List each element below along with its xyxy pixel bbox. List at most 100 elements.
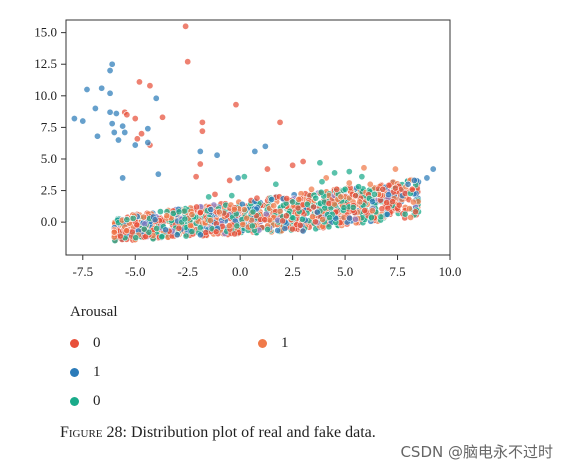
scatter-point	[404, 180, 412, 188]
scatter-point	[207, 206, 215, 214]
scatter-point	[226, 176, 234, 184]
plot-frame	[65, 19, 451, 256]
scatter-point	[182, 232, 190, 240]
scatter-point	[145, 228, 153, 236]
scatter-point	[384, 204, 392, 212]
scatter-point	[132, 234, 140, 242]
y-tick-label: 2.5	[41, 183, 57, 198]
scatter-point	[368, 214, 375, 221]
scatter-point	[188, 211, 196, 219]
scatter-point	[196, 147, 204, 155]
scatter-point	[423, 174, 431, 182]
scatter-point	[369, 198, 376, 205]
scatter-point	[140, 225, 148, 233]
scatter-point	[309, 213, 316, 221]
y-tick-label: 15.0	[34, 25, 57, 40]
scatter-point	[349, 204, 357, 211]
scatter-point	[225, 222, 233, 230]
scatter-point	[261, 142, 269, 150]
scatter-point	[272, 180, 280, 188]
scatter-point	[162, 226, 169, 234]
scatter-point	[383, 199, 391, 206]
scatter-point	[253, 194, 261, 202]
scatter-point	[157, 208, 164, 215]
scatter-point	[146, 82, 154, 90]
scatter-point	[407, 214, 414, 221]
figure-label: Figure 28:	[60, 424, 127, 441]
scatter-point	[251, 147, 259, 155]
caption-text: Distribution plot of real and fake data.	[126, 424, 376, 441]
scatter-point	[383, 211, 391, 218]
watermark: CSDN @脑电永不过时	[400, 443, 553, 461]
scatter-point	[196, 209, 204, 216]
scatter-point	[83, 85, 91, 93]
scatter-point	[391, 165, 399, 173]
scatter-point	[276, 118, 284, 126]
legend-label: 0	[93, 335, 101, 351]
scatter-point	[395, 201, 403, 209]
scatter-point	[391, 184, 399, 192]
scatter-point	[188, 228, 196, 235]
scatter-point	[316, 159, 324, 167]
scatter-point	[408, 185, 416, 193]
scatter-point	[129, 214, 137, 222]
scatter-point	[264, 226, 271, 233]
scatter-point	[356, 198, 364, 206]
scatter-point	[325, 223, 333, 231]
legend-label: 1	[281, 335, 289, 351]
scatter-point	[274, 227, 282, 234]
scatter-point	[114, 136, 122, 144]
scatter-point	[240, 206, 248, 214]
scatter-point	[110, 128, 118, 136]
legend-label: 0	[93, 393, 101, 409]
scatter-point	[352, 192, 360, 200]
scatter-point	[175, 224, 183, 232]
scatter-point	[289, 161, 297, 169]
scatter-point	[197, 231, 204, 239]
scatter-point	[377, 213, 385, 221]
scatter-point	[378, 205, 386, 213]
scatter-point	[326, 214, 333, 222]
scatter-point	[151, 216, 159, 224]
scatter-point	[361, 207, 369, 214]
scatter-point	[389, 198, 396, 205]
scatter-point	[117, 232, 124, 240]
scatter-point	[228, 192, 236, 200]
scatter-point	[289, 198, 297, 206]
scatter-point	[279, 217, 286, 225]
scatter-point	[153, 225, 161, 232]
scatter-point	[268, 195, 276, 203]
scatter-point	[429, 165, 437, 173]
scatter-point	[211, 190, 219, 198]
x-tick-label: -2.5	[177, 264, 198, 279]
scatter-point	[299, 215, 306, 223]
scatter-point	[333, 185, 341, 193]
scatter-point	[283, 195, 291, 202]
scatter-point	[303, 200, 311, 208]
scatter-point	[270, 202, 278, 210]
scatter-point	[193, 203, 200, 211]
scatter-point	[249, 208, 257, 216]
x-tick-label: 0.0	[232, 264, 248, 279]
plot-area: -7.5 -5.0 -2.5 0.0 2.5 5.0 7.5 10.0 0.0 2.5 5.0 7.5…	[34, 19, 461, 279]
scatter-point	[192, 173, 200, 181]
scatter-point	[108, 60, 116, 68]
scatter-point	[181, 215, 189, 223]
scatter-point	[138, 130, 146, 138]
scatter-point	[230, 205, 238, 213]
scatter-point	[370, 190, 378, 198]
scatter-point	[123, 216, 131, 224]
scatter-point	[215, 208, 223, 216]
legend-item-1-blue: 1	[70, 364, 101, 381]
scatter-point	[281, 225, 289, 232]
scatter-point	[289, 225, 296, 233]
scatter-point	[314, 208, 321, 216]
scatter-point	[182, 22, 190, 30]
scatter-point	[318, 178, 326, 186]
x-tick-label: -5.0	[125, 264, 146, 279]
scatter-point	[123, 111, 131, 119]
scatter-point	[337, 193, 345, 201]
scatter-point	[312, 194, 320, 202]
scatter-point	[345, 179, 353, 187]
scatter-point	[173, 231, 181, 239]
